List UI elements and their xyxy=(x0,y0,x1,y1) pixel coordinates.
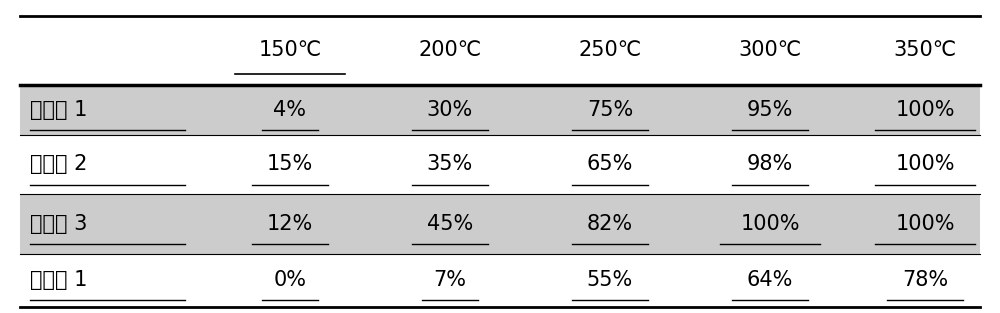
Text: 100%: 100% xyxy=(740,214,800,234)
Text: 4%: 4% xyxy=(274,100,306,120)
Bar xyxy=(20,85,980,135)
Text: 150℃: 150℃ xyxy=(258,40,322,60)
Text: 12%: 12% xyxy=(267,214,313,234)
Text: 75%: 75% xyxy=(587,100,633,120)
Text: 100%: 100% xyxy=(895,100,955,120)
Text: 100%: 100% xyxy=(895,154,955,174)
Text: 82%: 82% xyxy=(587,214,633,234)
Text: 45%: 45% xyxy=(427,214,473,234)
Text: 实施例 2: 实施例 2 xyxy=(30,154,87,174)
Text: 95%: 95% xyxy=(747,100,793,120)
Text: 200℃: 200℃ xyxy=(418,40,482,60)
Text: 98%: 98% xyxy=(747,154,793,174)
Text: 64%: 64% xyxy=(747,270,793,290)
Text: 65%: 65% xyxy=(587,154,633,174)
Text: 35%: 35% xyxy=(427,154,473,174)
Text: 350℃: 350℃ xyxy=(893,40,957,60)
Text: 250℃: 250℃ xyxy=(578,40,642,60)
Text: 300℃: 300℃ xyxy=(738,40,802,60)
Text: 30%: 30% xyxy=(427,100,473,120)
Text: 0%: 0% xyxy=(274,270,306,290)
Text: 78%: 78% xyxy=(902,270,948,290)
Text: 实施例 1: 实施例 1 xyxy=(30,100,87,120)
Text: 100%: 100% xyxy=(895,214,955,234)
Text: 实施例 3: 实施例 3 xyxy=(30,214,87,234)
Bar xyxy=(20,194,980,254)
Text: 15%: 15% xyxy=(267,154,313,174)
Text: 对比例 1: 对比例 1 xyxy=(30,270,87,290)
Text: 7%: 7% xyxy=(434,270,466,290)
Text: 55%: 55% xyxy=(587,270,633,290)
